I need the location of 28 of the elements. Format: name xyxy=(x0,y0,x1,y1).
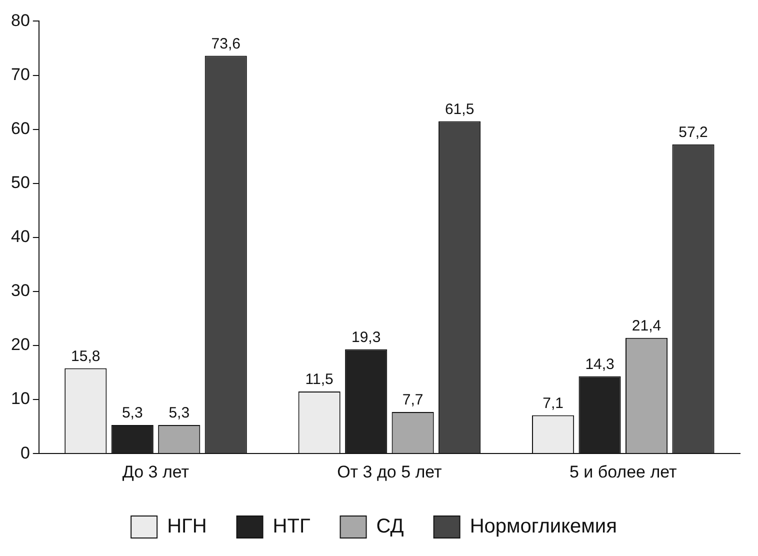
data-label: 19,3 xyxy=(351,328,381,346)
y-tick-label: 0 xyxy=(20,443,30,462)
data-label: 7,7 xyxy=(402,392,424,409)
data-label: 7,1 xyxy=(542,394,564,412)
data-label: 21,4 xyxy=(632,318,662,335)
legend-label: НТГ xyxy=(272,516,310,538)
data-label: 57,2 xyxy=(678,124,708,142)
y-tick-label: 60 xyxy=(10,118,30,138)
data-label: 14,3 xyxy=(585,356,614,373)
y-tick-label: 40 xyxy=(10,227,30,246)
legend-label: НГН xyxy=(167,516,207,538)
y-tick-label: 80 xyxy=(10,10,30,30)
y-tick-label: 20 xyxy=(10,335,30,354)
x-tick-label: До 3 лет xyxy=(122,462,190,482)
data-label: 5,3 xyxy=(122,404,143,422)
data-label: 61,5 xyxy=(444,100,474,118)
y-tick-label: 10 xyxy=(10,389,30,408)
y-tick-label: 50 xyxy=(10,173,30,192)
legend-label: СД xyxy=(376,516,404,538)
data-label: 73,6 xyxy=(211,35,240,52)
y-tick-label: 70 xyxy=(10,64,30,84)
y-tick-label: 30 xyxy=(10,281,30,300)
x-tick-label: От 3 до 5 лет xyxy=(337,462,442,482)
data-label: 11,5 xyxy=(305,371,334,388)
legend-label: Нормогликемия xyxy=(470,516,617,538)
data-label: 15,8 xyxy=(71,348,100,365)
data-label: 5,3 xyxy=(168,404,190,422)
x-tick-label: 5 и более лет xyxy=(569,462,678,482)
